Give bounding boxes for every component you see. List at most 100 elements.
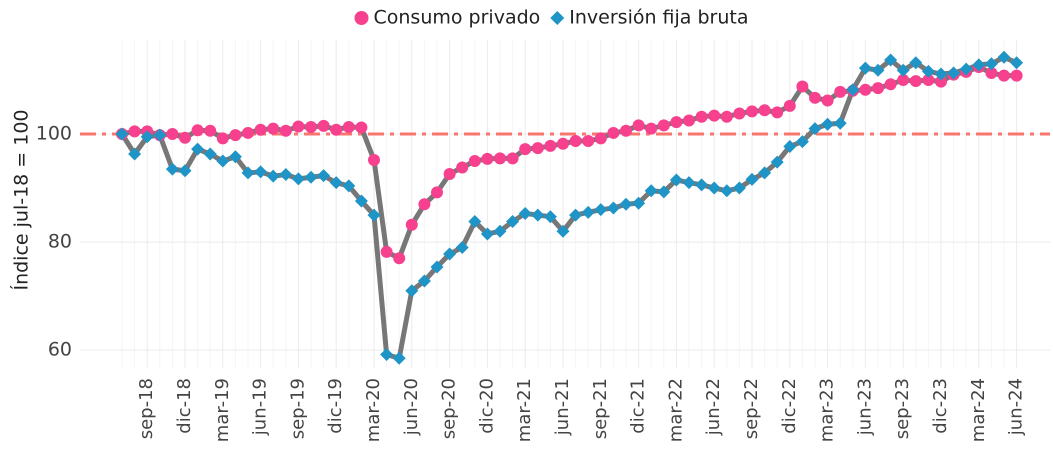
x-tick-label: dic-22 — [779, 378, 800, 434]
point — [1010, 56, 1024, 70]
point — [720, 184, 734, 198]
point — [884, 53, 898, 67]
point — [846, 83, 860, 97]
point — [405, 218, 418, 231]
point — [342, 179, 356, 193]
x-tick-label: mar-24 — [968, 378, 989, 442]
point — [518, 206, 532, 220]
x-tick-label: sep-23 — [892, 378, 913, 439]
point — [808, 122, 822, 136]
legend-marker — [550, 11, 565, 25]
point — [607, 126, 620, 139]
point — [645, 122, 658, 135]
point — [241, 166, 255, 180]
point — [216, 132, 229, 145]
point — [896, 63, 910, 77]
point — [569, 208, 583, 222]
point — [657, 119, 670, 132]
point — [821, 117, 835, 131]
point — [153, 128, 167, 142]
point — [909, 75, 922, 88]
point — [834, 85, 847, 98]
point — [305, 120, 317, 133]
point — [242, 126, 254, 139]
point — [506, 152, 519, 165]
point — [732, 181, 746, 195]
point — [745, 172, 759, 186]
point — [380, 245, 393, 258]
point — [783, 139, 797, 153]
point — [267, 122, 280, 135]
point — [935, 75, 947, 88]
point — [620, 124, 632, 137]
point — [809, 91, 821, 104]
point — [355, 121, 368, 134]
point — [657, 185, 671, 199]
point — [354, 194, 368, 208]
series-line — [121, 64, 1017, 261]
point — [821, 94, 834, 107]
point — [959, 62, 973, 76]
point — [279, 168, 293, 182]
point — [468, 155, 481, 168]
point — [191, 142, 205, 156]
y-axis-label: Índice jul-18 = 100 — [10, 109, 33, 290]
point — [506, 215, 520, 229]
point — [317, 169, 331, 183]
point — [480, 227, 494, 241]
point — [165, 162, 179, 176]
point — [405, 284, 419, 298]
point — [254, 165, 268, 179]
point — [544, 139, 557, 152]
point — [140, 130, 154, 144]
point — [670, 116, 683, 129]
point — [254, 123, 267, 136]
legend-marker — [354, 11, 369, 25]
point — [228, 150, 242, 164]
point — [644, 184, 658, 198]
point — [997, 50, 1011, 64]
point — [531, 208, 545, 222]
point — [417, 274, 431, 288]
point — [557, 137, 569, 150]
point — [682, 176, 696, 190]
point — [128, 125, 141, 138]
point — [179, 131, 191, 144]
point — [858, 61, 872, 75]
x-tick-label: dic-18 — [174, 378, 195, 434]
point — [872, 82, 884, 95]
x-tick-label: jun-21 — [552, 378, 573, 436]
point — [191, 124, 204, 137]
point — [606, 201, 620, 215]
point — [695, 110, 708, 123]
y-tick-label: 60 — [48, 339, 72, 361]
point — [581, 205, 595, 219]
point — [771, 106, 784, 119]
point — [418, 198, 431, 211]
x-tick-label: mar-21 — [514, 378, 535, 442]
point — [430, 260, 444, 274]
point — [783, 99, 796, 112]
point — [884, 78, 897, 91]
x-tick-label: jun-22 — [703, 378, 724, 436]
point — [304, 170, 318, 184]
x-tick-label: sep-21 — [590, 378, 611, 439]
x-tick-label: mar-19 — [212, 378, 233, 442]
point — [204, 124, 217, 137]
point — [456, 161, 469, 174]
point — [493, 224, 507, 238]
point — [707, 181, 721, 195]
legend-item: Consumo privado — [354, 7, 540, 29]
point — [519, 143, 532, 156]
point — [292, 120, 305, 133]
x-tick-label: jun-23 — [854, 378, 875, 436]
x-tick-label: dic-19 — [325, 378, 346, 434]
point — [669, 173, 683, 187]
x-tick-label: dic-23 — [930, 378, 951, 434]
y-tick-label: 100 — [36, 123, 72, 145]
x-tick-label: sep-19 — [287, 378, 308, 439]
point — [871, 63, 885, 77]
point — [897, 73, 910, 86]
point — [330, 123, 343, 136]
